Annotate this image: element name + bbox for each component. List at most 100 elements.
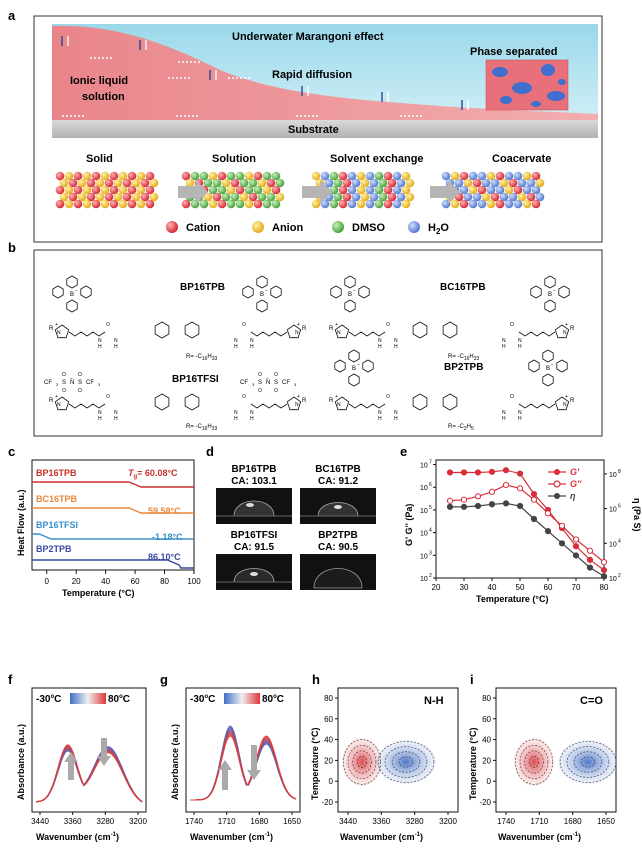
particle-30 [127,185,137,195]
rheo-yr-tick-exp-1: 4 [618,538,621,544]
ionic-liquid-film [52,25,598,120]
rheo-x-tick-label-5: 70 [572,583,581,592]
panel-f-xlabel: Wavenumber (cm-1) [36,832,119,842]
rheo-point-eta-8 [558,540,566,547]
bp2tpb-atom-127: R [570,398,575,404]
bp16tfsi-atom-110: O [258,372,262,378]
particle-105 [235,199,245,209]
particle-183 [508,178,518,188]
rheo-x-tick-label-0: 20 [432,583,441,592]
rheo-yr-tick-exp-3: 8 [618,469,621,475]
rheo-point-g-double-prime-9 [572,536,580,543]
particle-115 [356,171,366,181]
particle-82 [226,185,236,195]
drop-1-ca: CA: 103.1 [231,476,277,487]
ftirF-spectrum-3 [35,748,143,803]
bp16tpb-imidazolium-12 [286,324,302,339]
particle-92 [221,192,231,202]
rapid-diffusion-label: Rapid diffusion [272,69,352,81]
particle-211 [459,199,469,209]
drop-2-ca: CA: 91.2 [318,476,358,487]
particle-142 [401,185,411,195]
panel-g-arrows [218,745,261,790]
bc16tpb-bond-38 [348,331,386,337]
panel-g-temp-high: 80oC [262,694,284,705]
particle-14 [86,178,96,188]
particle-210 [450,199,460,209]
dsc-bp16tpb-tg: Tg= 60.08°C [128,468,178,480]
particle-190 [468,185,478,195]
rheo-point-g-prime-10 [586,556,594,563]
particle-186 [535,178,545,188]
mapH-y-tick-label-1: 60 [324,715,333,724]
ftirG-spectrum-3 [190,728,297,801]
rheo-point-g-double-prime-10 [586,547,594,554]
particle-31 [136,185,146,195]
panel-h-label: h [312,672,320,687]
rheo-point-g-double-prime-3 [488,488,496,495]
mapH-red-contour-1 [357,756,367,768]
panel-e-ylabel-left: G' G'' (Pa) [404,504,414,546]
bp16tpb-atom-18: H [250,344,254,350]
particle-48 [91,199,101,209]
panel-a: a Underwater Marangoni effect Ionic liqu… [8,8,603,243]
bp2tpb-ring-144 [556,359,568,373]
dsc-bp16tfsi-label: BP16TFSI [36,520,78,530]
bp16tpb-atom-21: H [234,344,238,350]
bp16tfsi-atom-88: N [234,410,238,416]
particle-74 [257,178,267,188]
panel-c-ylabel: Heat Flow (a.u.) [16,489,26,556]
rheo-yr-tick-label-0: 10 [609,576,617,583]
mapI-y-tick-label-0: 80 [482,694,491,703]
particle-127 [369,178,379,188]
particle-171 [495,171,505,181]
particle-125 [351,178,361,188]
bp16tfsi-bond-72 [68,403,106,409]
drop-2: BC16TPB CA: 91.2 [300,464,376,524]
ftirG-spectrum-0 [190,725,297,801]
mapI-y-tick-label-2: 40 [482,736,491,745]
particle-117 [374,171,384,181]
bp16tfsi-atom-82: + [297,394,300,400]
stage-coacervate-label: Coacervate [492,153,551,165]
bc16tpb-atom-37: N [337,330,341,336]
dsc-curve-1 [32,507,194,514]
bp2tpb-imidazolium-126 [554,396,570,411]
mapH-y-tick-label-5: -20 [321,798,333,807]
bc16tpb-ring-44 [412,321,428,339]
particle-5 [100,171,110,181]
panel-i-title: C=O [580,695,603,707]
mapI-blue-lobe [558,740,618,784]
particle-36 [86,192,96,202]
dsc-bc16tpb-tg: 59.58°C [148,506,181,516]
bp16tfsi-atom-107: S [274,380,278,386]
particle-145 [333,192,343,202]
bp16tfsi-atom-75: O [106,394,110,400]
rheo-point-eta-7 [544,528,552,535]
bc16tpb-atom-41: O [386,322,390,328]
bp16tpb-atom-6: H [98,344,102,350]
bp16tpb-atom-8: N [114,338,118,344]
particle-45 [64,199,74,209]
particle-80 [208,185,218,195]
bc16tpb-atom-43: H [394,344,398,350]
particle-96 [257,192,267,202]
panel-c-xlabel: Temperature (°C) [62,588,134,598]
particle-18 [122,178,132,188]
stage-solution-label: Solution [212,153,256,165]
bp16tpb-ring-29 [242,285,254,299]
bp2tpb-ring-139 [348,373,360,387]
bp16tpb-ring-24 [80,285,92,299]
dsc-bp16tfsi-tg: -1.18°C [152,532,183,542]
bp16tpb-atom-19: O [242,322,246,328]
bp2tpb-ring-137 [334,359,346,373]
panel-e-label: e [400,444,407,459]
particle-87 [271,185,281,195]
particle-29 [118,185,128,195]
stage-solid-label: Solid [86,153,113,165]
rheo-point-g-double-prime-7 [544,510,552,517]
particle-32 [145,185,155,195]
ftirG-spectrum-7 [190,733,297,801]
molecule-bp16tfsi-r: R= -C16H33 [186,424,218,432]
